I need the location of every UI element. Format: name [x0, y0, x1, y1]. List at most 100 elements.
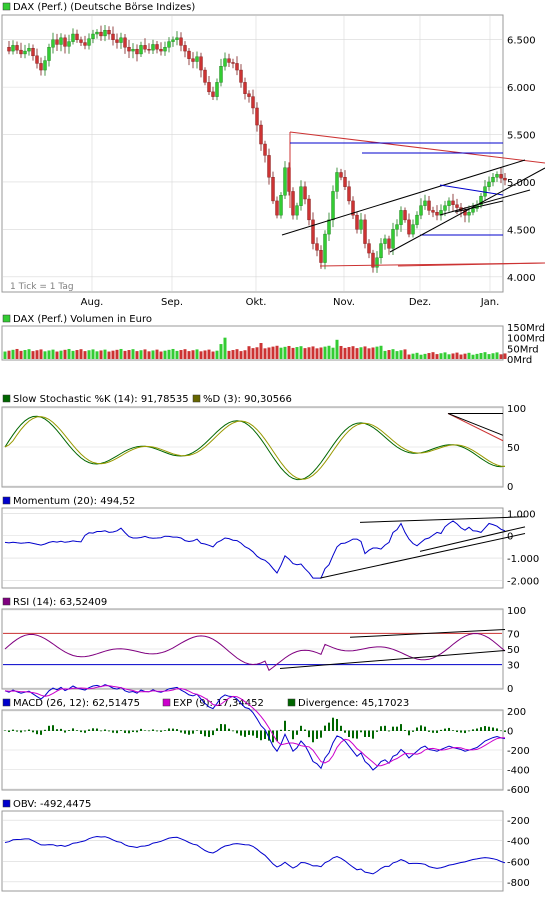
divergence-bar: [396, 726, 398, 731]
candle-body: [43, 60, 47, 71]
candle-body: [403, 210, 407, 221]
divergence-bar: [348, 730, 350, 737]
wedge-line: [454, 200, 504, 213]
candle-body: [167, 41, 171, 48]
ytick-label: 0: [507, 727, 513, 738]
rising-channel-lower: [439, 189, 531, 216]
candle-body: [239, 69, 243, 83]
volume-bar: [231, 350, 235, 359]
volume-bar: [379, 345, 383, 359]
divergence-bar: [36, 730, 38, 735]
volume-bar: [263, 348, 267, 359]
divergence-bar: [172, 728, 174, 731]
divergence-bar: [144, 730, 146, 731]
volume-bar: [483, 352, 487, 359]
volume-bar: [235, 349, 239, 359]
resistance-trendline: [289, 131, 545, 164]
candle-body: [71, 33, 75, 42]
divergence-bar: [372, 730, 374, 739]
divergence-bar: [440, 729, 442, 731]
price-xtick-label: Aug.: [81, 297, 104, 308]
divergence-bar: [472, 729, 474, 731]
divergence-bar: [224, 724, 226, 731]
divergence-bar: [44, 729, 46, 731]
obv-line: [4, 835, 506, 875]
volume-bar: [71, 350, 75, 359]
candle-body: [435, 212, 439, 216]
candle-body: [283, 167, 287, 196]
rsi-trend-lower: [279, 650, 506, 669]
divergence-bar: [32, 730, 34, 733]
divergence-bar: [412, 730, 414, 732]
volume-bar: [211, 351, 215, 359]
rsi-line: [3, 629, 506, 672]
candle-body: [123, 37, 127, 48]
ytick-label: 100: [507, 404, 526, 415]
volume-bar: [91, 349, 95, 359]
ytick-label: 70: [507, 629, 520, 640]
divergence-bar: [108, 730, 110, 732]
exp-label: EXP (9): 17,34452: [173, 698, 264, 709]
divergence-bar: [452, 730, 454, 731]
volume-bar: [127, 350, 131, 359]
tick-note: 1 Tick = 1 Tag: [10, 282, 74, 292]
candle-body: [471, 208, 475, 213]
candle-body: [207, 82, 211, 93]
divergence-bar: [284, 720, 286, 731]
volume-bar: [459, 354, 463, 359]
candle-body: [75, 33, 79, 40]
candle-body: [407, 219, 411, 235]
divergence-bar: [204, 730, 206, 737]
divergence-bar: [112, 730, 114, 733]
macd-frame: [1, 709, 504, 791]
candle-body: [139, 45, 143, 55]
ytick-label: -600: [507, 785, 530, 796]
ytick-label: -200: [507, 746, 530, 757]
divergence-bar: [332, 717, 334, 731]
divergence-bar: [404, 730, 406, 731]
volume-bar: [23, 350, 27, 359]
volume-bar: [367, 348, 371, 359]
volume-bar: [463, 353, 467, 359]
divergence-bar: [240, 730, 242, 736]
volume-ytick-label: 150Mrd: [507, 323, 545, 334]
volume-bar: [79, 349, 83, 359]
divergence-bar: [244, 730, 246, 737]
volume-bar: [419, 354, 423, 359]
macd-swatch: [2, 698, 11, 707]
ytick-label: 50: [507, 443, 520, 454]
candle-body: [423, 200, 427, 206]
divergence-bar: [276, 730, 278, 742]
candle-body: [367, 243, 371, 254]
candle-body: [295, 205, 299, 216]
volume-bar: [243, 350, 247, 359]
candle-body: [23, 50, 27, 55]
ytick-label: -800: [507, 878, 530, 889]
volume-bar: [287, 345, 291, 359]
candle-body: [187, 50, 191, 59]
volume-bar: [411, 353, 415, 359]
candle-body: [443, 205, 447, 211]
volume-bar: [323, 346, 327, 359]
divergence-bar: [104, 729, 106, 731]
candle-body: [231, 62, 235, 64]
candle-body: [135, 48, 139, 55]
divergence-bar: [4, 730, 6, 731]
volume-bar: [475, 353, 479, 359]
candle-body: [483, 186, 487, 197]
ytick-label: -2.000: [507, 576, 539, 587]
candle-body: [383, 238, 387, 244]
volume-bar: [503, 353, 507, 359]
volume-bar: [431, 352, 435, 359]
divergence-bar: [220, 724, 222, 731]
divergence-bar: [68, 730, 70, 731]
volume-bar: [331, 347, 335, 359]
candle-body: [95, 31, 99, 35]
macd-line: [4, 684, 506, 771]
divergence-bar: [188, 730, 190, 735]
volume-bar: [183, 349, 187, 359]
volume-bar: [159, 351, 163, 359]
volume-bar: [155, 349, 159, 359]
momentum-swatch: [2, 496, 11, 505]
volume-bar: [291, 347, 295, 359]
